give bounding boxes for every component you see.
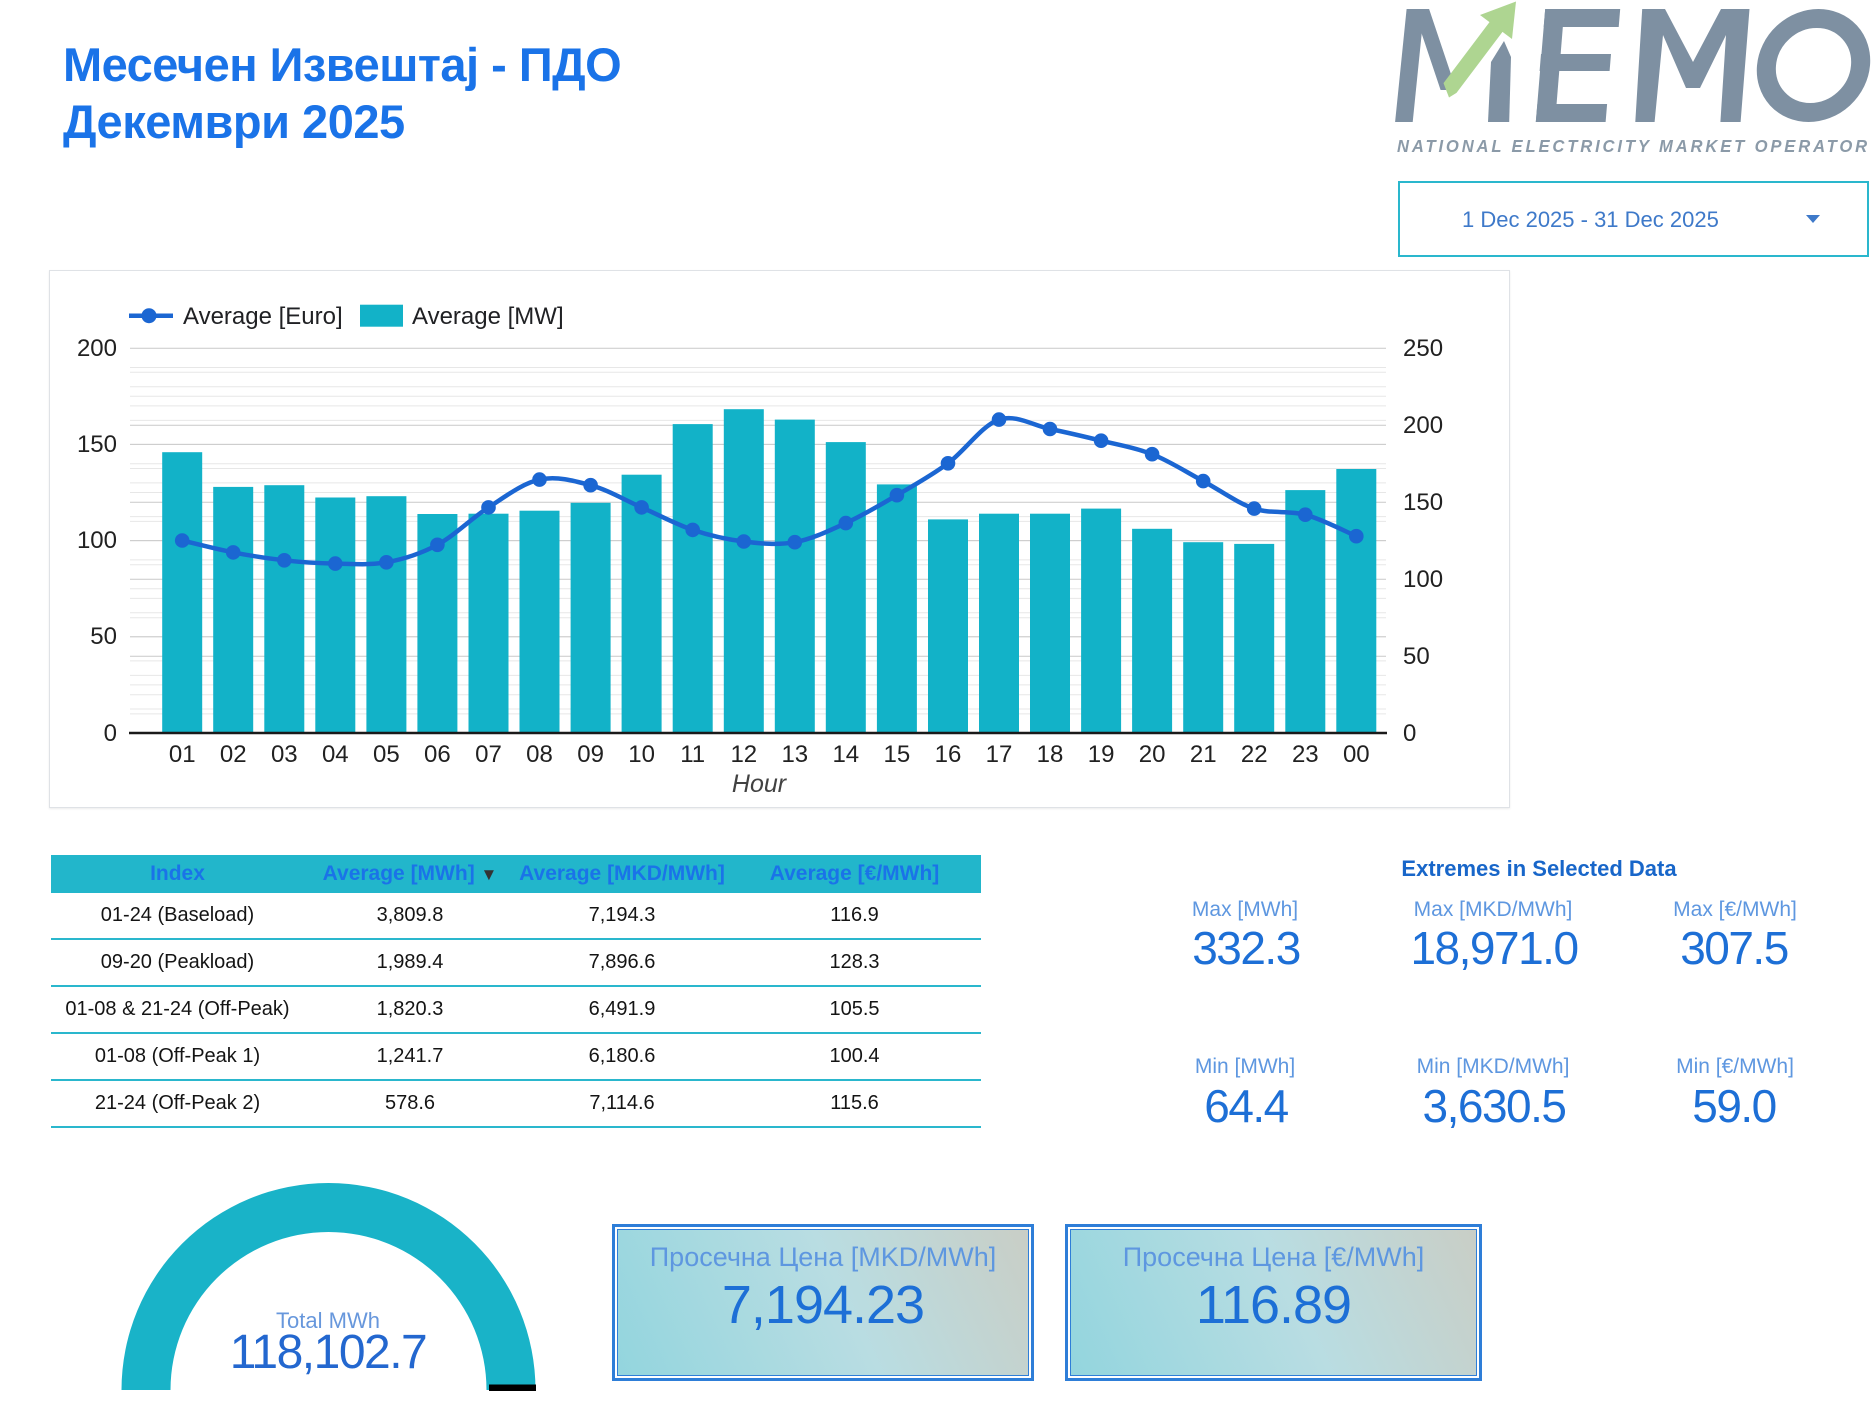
svg-text:Hour: Hour — [732, 770, 788, 798]
svg-text:19: 19 — [1088, 741, 1115, 768]
svg-text:17: 17 — [986, 741, 1013, 768]
svg-text:NATIONAL ELECTRICITY MARKET OP: NATIONAL ELECTRICITY MARKET OPERATOR — [1397, 136, 1870, 156]
svg-text:0: 0 — [104, 720, 117, 747]
svg-text:250: 250 — [1403, 335, 1443, 362]
svg-text:01: 01 — [169, 741, 196, 768]
svg-text:02: 02 — [220, 741, 247, 768]
svg-text:150: 150 — [77, 431, 117, 458]
svg-text:Average [Euro]: Average [Euro] — [183, 303, 343, 330]
svg-text:50: 50 — [1403, 643, 1430, 670]
svg-text:06: 06 — [424, 741, 451, 768]
svg-text:21: 21 — [1190, 741, 1217, 768]
svg-text:15: 15 — [884, 741, 911, 768]
svg-text:100: 100 — [1403, 566, 1443, 593]
svg-text:150: 150 — [1403, 489, 1443, 516]
svg-text:00: 00 — [1343, 741, 1370, 768]
svg-text:14: 14 — [832, 741, 859, 768]
svg-text:50: 50 — [90, 623, 117, 650]
svg-text:100: 100 — [77, 527, 117, 554]
svg-text:08: 08 — [526, 741, 553, 768]
svg-text:04: 04 — [322, 741, 349, 768]
svg-text:13: 13 — [781, 741, 808, 768]
svg-text:10: 10 — [628, 741, 655, 768]
svg-text:11: 11 — [680, 741, 705, 768]
svg-text:18: 18 — [1037, 741, 1064, 768]
svg-text:20: 20 — [1139, 741, 1166, 768]
svg-text:03: 03 — [271, 741, 298, 768]
svg-text:09: 09 — [577, 741, 604, 768]
svg-text:23: 23 — [1292, 741, 1319, 768]
svg-text:16: 16 — [935, 741, 962, 768]
svg-text:07: 07 — [475, 741, 502, 768]
svg-text:200: 200 — [1403, 412, 1443, 439]
svg-text:Average [MW]: Average [MW] — [412, 303, 564, 330]
svg-text:200: 200 — [77, 335, 117, 362]
svg-text:22: 22 — [1241, 741, 1268, 768]
svg-text:0: 0 — [1403, 720, 1416, 747]
svg-text:12: 12 — [730, 741, 757, 768]
svg-text:05: 05 — [373, 741, 400, 768]
